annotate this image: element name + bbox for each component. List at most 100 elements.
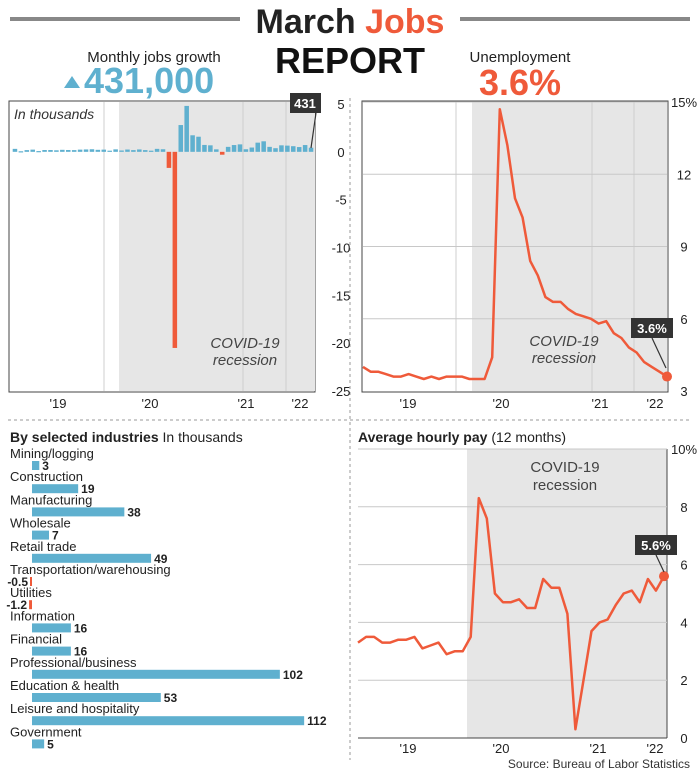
hourly-pay-callout: 5.6% <box>635 535 677 573</box>
jobs-x-tick: '22 <box>292 396 309 411</box>
jobs-y-tick: -10 <box>332 241 351 256</box>
industry-label: Government <box>10 724 82 739</box>
industry-label: Construction <box>10 469 83 484</box>
industry-bar <box>32 623 71 633</box>
jobs-bar <box>65 150 71 152</box>
jobs-y-tick: -20 <box>332 336 351 351</box>
pay-y-tick: 2 <box>680 673 687 688</box>
jobs-bar <box>267 146 272 152</box>
industry-label: Professional/business <box>10 655 137 670</box>
jobs-bar <box>166 151 172 168</box>
jobs-callout-pointer <box>310 112 317 149</box>
jobs-bar <box>243 149 249 152</box>
unemp-y-tick: 6 <box>680 312 687 327</box>
header: March Jobs REPORT Monthly jobs growth 43… <box>10 3 690 103</box>
jobs-bar <box>95 149 101 152</box>
unemployment-line <box>362 107 668 381</box>
unemployment-callout-label: 3.6% <box>637 321 667 336</box>
jobs-bar <box>225 146 231 152</box>
jobs-bar <box>190 135 195 152</box>
jobs-bar <box>101 149 107 152</box>
jobs-bar <box>178 125 184 152</box>
industry-label: Mining/logging <box>10 446 94 461</box>
industry-label: Transportation/warehousing <box>10 562 171 577</box>
industry-bar <box>32 693 161 702</box>
industry-label: Financial <box>10 632 62 647</box>
industry-value: -0.5 <box>7 575 28 589</box>
industry-label: Retail trade <box>10 539 76 554</box>
jobs-bar <box>54 150 59 152</box>
jobs-bar <box>273 148 278 152</box>
jobs-bar <box>279 145 284 152</box>
jobs-bar <box>261 141 266 152</box>
industry-bar <box>32 646 71 656</box>
industry-value: 53 <box>164 691 178 705</box>
unemployment-recession-label-1: COVID-19 <box>529 333 599 350</box>
unemployment-y-axis: 15% 12 9 6 3 <box>671 95 697 399</box>
jobs-bar <box>202 144 207 152</box>
unemployment-label: Unemployment <box>470 49 572 66</box>
unemp-x-tick: '19 <box>400 396 417 411</box>
jobs-bar <box>36 151 41 153</box>
industry-bar <box>32 507 125 517</box>
jobs-bar <box>125 149 130 152</box>
jobs-bar <box>137 149 142 152</box>
industry-value: 19 <box>81 482 95 496</box>
industry-value: 112 <box>307 714 327 728</box>
industry-value: 5 <box>47 737 54 751</box>
jobs-bar <box>119 150 124 152</box>
jobs-y-tick: 0 <box>337 145 344 160</box>
pay-y-tick: 4 <box>680 615 687 630</box>
jobs-y-tick: -15 <box>332 288 351 303</box>
unemp-x-tick: '21 <box>592 396 609 411</box>
unemployment-gridlines <box>363 101 667 320</box>
industry-value: 16 <box>74 645 88 659</box>
pay-x-tick: '21 <box>590 741 607 756</box>
jobs-recession-label-2: recession <box>213 352 277 369</box>
jobs-bar <box>302 145 308 152</box>
pay-y-tick: 10% <box>671 442 697 457</box>
jobs-bar <box>89 149 95 152</box>
jobs-bar <box>184 105 189 152</box>
jobs-bar <box>113 149 118 152</box>
jobs-y-axis: 5 0 -5 -10 -15 -20 -25 <box>332 97 351 399</box>
pay-y-tick: 0 <box>680 731 687 746</box>
jobs-growth-value: 431,000 <box>84 60 214 101</box>
hourly-pay-gridlines <box>358 448 667 681</box>
hourly-pay-chart: Average hourly pay (12 months) COVID-19 … <box>357 429 697 756</box>
jobs-y-tick: -5 <box>335 193 347 208</box>
hourly-pay-y-axis: 10% 8 6 4 2 0 <box>671 442 697 746</box>
industries-bars: Mining/logging3Construction19Manufacturi… <box>6 446 326 751</box>
jobs-bar <box>18 151 24 153</box>
unemployment-callout: 3.6% <box>631 318 673 369</box>
jobs-bar <box>71 150 77 152</box>
unemp-y-tick: 12 <box>677 167 691 182</box>
source-note: Source: Bureau of Labor Statistics <box>508 757 690 771</box>
page-title-line2: REPORT <box>275 40 425 81</box>
unemp-x-tick: '20 <box>493 396 510 411</box>
jobs-bar <box>296 147 302 152</box>
jobs-callout-box <box>290 93 321 113</box>
jobs-bar <box>131 150 136 152</box>
industry-label: Manufacturing <box>10 492 92 507</box>
jobs-bar <box>148 150 154 152</box>
unemp-x-tick: '22 <box>647 396 664 411</box>
page-title: March Jobs <box>256 3 445 41</box>
jobs-bar <box>255 142 261 152</box>
industry-bar <box>32 716 305 726</box>
unemployment-value: 3.6% <box>479 62 561 103</box>
industry-label: Information <box>10 608 75 623</box>
jobs-bar <box>237 144 243 152</box>
industry-label: Education & health <box>10 678 119 693</box>
jobs-bar <box>77 149 83 152</box>
industry-value: 102 <box>283 668 303 682</box>
jobs-x-tick: '20 <box>142 396 159 411</box>
unemployment-callout-box <box>631 318 673 338</box>
hourly-pay-x-axis: '19 '20 '21 '22 <box>400 741 664 756</box>
pay-x-tick: '20 <box>493 741 510 756</box>
jobs-bars <box>12 105 314 348</box>
industry-bar <box>32 484 79 494</box>
unemployment-chart: COVID-19 recession 15% 12 9 6 3 '19 '20 '21 '22… <box>362 95 697 411</box>
hourly-pay-callout-label: 5.6% <box>641 538 671 553</box>
